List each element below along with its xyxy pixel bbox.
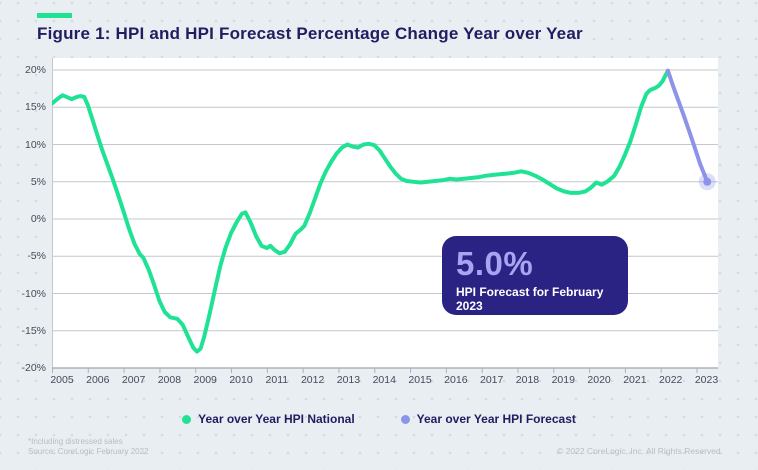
- y-axis-labels: 20% 15% 10% 5% 0% -5% -10% -15% -20%: [0, 58, 46, 374]
- x-axis-label: 2006: [86, 374, 110, 386]
- x-axis-label: 2021: [623, 374, 647, 386]
- x-axis-label: 2016: [444, 374, 468, 386]
- x-axis-label: 2009: [193, 374, 217, 386]
- forecast-value: 5.0%: [456, 245, 534, 282]
- x-axis-label: 2011: [265, 374, 289, 386]
- y-axis-label: -15%: [21, 324, 46, 337]
- legend-item-forecast: Year over Year HPI Forecast: [400, 412, 576, 426]
- plot-background: [52, 58, 718, 368]
- x-axis-label: 2015: [408, 374, 432, 386]
- forecast-endpoint-dot: [703, 177, 712, 186]
- x-axis-label: 2014: [372, 374, 396, 386]
- x-axis-label: 2020: [587, 374, 611, 386]
- x-axis-label: 2005: [50, 374, 74, 386]
- x-axis-labels: 2005 2006 2007 2008 2009 2010 2011 2012 2013 2014…: [50, 374, 732, 388]
- x-axis-label: 2017: [479, 374, 504, 386]
- title-accent-bar: [37, 13, 72, 18]
- legend-item-national: Year over Year HPI National: [182, 412, 355, 426]
- copyright-text: © 2022 CoreLogic, Inc. All Rights Reserv…: [557, 446, 723, 456]
- footnote-source: Source: CoreLogic February 2022: [28, 447, 149, 456]
- y-axis-label: -20%: [21, 362, 46, 374]
- legend-dot-icon: [182, 414, 192, 424]
- y-axis-label: 20%: [24, 64, 46, 76]
- y-axis-label: -5%: [27, 250, 46, 263]
- x-axis-label: 2007: [121, 374, 146, 386]
- legend-label: Year over Year HPI Forecast: [416, 412, 576, 426]
- source-notes: *Including distressed sales Source: Core…: [28, 437, 149, 457]
- y-axis-label: 10%: [24, 138, 46, 151]
- page-title: Figure 1: HPI and HPI Forecast Percentag…: [37, 24, 583, 43]
- x-axis-label: 2008: [157, 374, 182, 386]
- x-axis-label: 2018: [515, 374, 540, 386]
- x-axis-label: 2022: [659, 374, 683, 386]
- y-axis-label: 5%: [30, 175, 46, 188]
- hpi-line-chart: [50, 58, 718, 373]
- x-axis-label: 2023: [694, 374, 719, 386]
- forecast-label: HPI Forecast for February 2023: [456, 285, 604, 313]
- y-axis-label: 15%: [24, 101, 46, 114]
- y-axis-label: 0%: [30, 213, 46, 225]
- footnote-distressed: *Including distressed sales: [28, 437, 123, 446]
- chart-legend: Year over Year HPI National Year over Yea…: [0, 412, 758, 426]
- y-axis-label: -10%: [21, 287, 46, 300]
- x-axis-label: 2012: [300, 374, 325, 386]
- forecast-callout: 5.0% HPI Forecast for February 2023: [442, 236, 628, 315]
- x-axis-label: 2019: [551, 374, 575, 386]
- x-axis-label: 2013: [336, 374, 361, 386]
- legend-dot-icon: [400, 414, 410, 424]
- chart-plot-area: [50, 58, 718, 380]
- hpi-forecast-line: [665, 68, 710, 184]
- legend-label: Year over Year HPI National: [198, 412, 355, 426]
- hpi-national-line: [50, 68, 670, 354]
- x-axis-label: 2010: [229, 374, 253, 386]
